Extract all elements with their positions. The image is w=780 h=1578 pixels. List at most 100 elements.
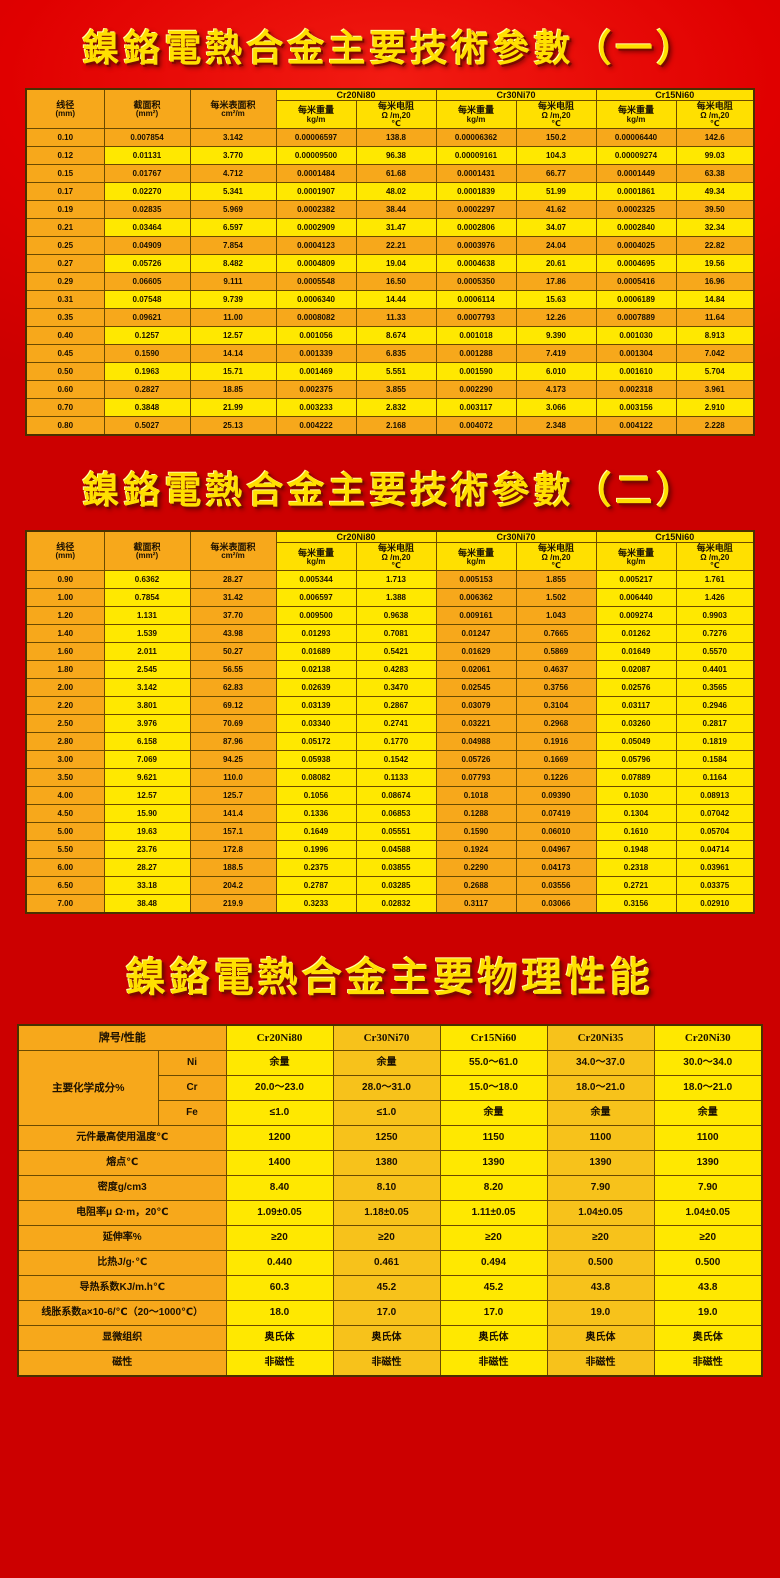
table-cell: 1390: [653, 1150, 763, 1177]
wire-table-2-body: 0.90 0.6362 28.27 0.005344 1.713 0.005153 1.85…: [25, 570, 755, 914]
table-cell: 49.34: [675, 182, 755, 202]
table-cell: 0.2721: [595, 876, 677, 896]
table-cell: 0.0001861: [595, 182, 677, 202]
property-label: 元件最高使用温度℃: [17, 1125, 227, 1152]
table-cell: 0.10: [25, 128, 105, 148]
table-cell: 0.07548: [103, 290, 191, 310]
table-cell: 0.0005548: [275, 272, 357, 292]
table-cell: 0.08082: [275, 768, 357, 788]
table-cell: 43.8: [546, 1275, 655, 1302]
table-cell: 34.07: [515, 218, 597, 238]
table-cell: 0.03066: [515, 894, 597, 914]
table-cell: 219.9: [189, 894, 277, 914]
table-cell: 2.832: [355, 398, 437, 418]
page-title-1: 鎳鉻電熱合金主要技術參數（一）: [82, 26, 698, 70]
table-cell: 8.674: [355, 326, 437, 346]
table-cell: 0.440: [225, 1250, 334, 1277]
table-row: 2.20 3.801 69.12 0.03139 0.2867 0.03079 0.3104…: [25, 696, 755, 716]
table-row: 0.90 0.6362 28.27 0.005344 1.713 0.005153 1.85…: [25, 570, 755, 590]
group-header-alloy-1: Cr20Ni80: [275, 88, 437, 102]
table-row: 0.29 0.06605 9.111 0.0005548 16.50 0.0005350 1…: [25, 272, 755, 292]
table-cell: 110.0: [189, 768, 277, 788]
chem-element-label: Cr: [157, 1075, 227, 1102]
table-cell: 18.0: [225, 1300, 334, 1327]
table-cell: 3.142: [189, 128, 277, 148]
col-header-diameter: 线径 (mm): [25, 530, 105, 572]
table-cell: 0.03221: [435, 714, 517, 734]
table-cell: 余量: [653, 1100, 763, 1127]
table-cell: 余量: [546, 1100, 655, 1127]
table-cell: 0.3233: [275, 894, 357, 914]
table-cell: 1100: [653, 1125, 763, 1152]
table-cell: 7.00: [25, 894, 105, 914]
table-cell: 0.50: [25, 362, 105, 382]
table-cell: 0.494: [439, 1250, 548, 1277]
table-cell: 2.20: [25, 696, 105, 716]
table-cell: 50.27: [189, 642, 277, 662]
table-cell: 0.0002325: [595, 200, 677, 220]
table-cell: 0.1649: [275, 822, 357, 842]
table-cell: 0.0007889: [595, 308, 677, 328]
table-cell: 0.00009500: [275, 146, 357, 166]
page-title-2: 鎳鉻電熱合金主要技術參數（二）: [82, 468, 698, 513]
table-cell: 0.2290: [435, 858, 517, 878]
chem-element-label: Fe: [157, 1100, 227, 1127]
table-cell: 43.8: [653, 1275, 763, 1302]
table-row: 4.50 15.90 141.4 0.1336 0.06853 0.1288 0.07419…: [25, 804, 755, 824]
table-cell: 0.2318: [595, 858, 677, 878]
property-label: 显微组织: [17, 1325, 227, 1352]
table-cell: 0.05938: [275, 750, 357, 770]
table-cell: 4.00: [25, 786, 105, 806]
table-cell: 14.84: [675, 290, 755, 310]
physical-col-header: Cr20Ni35: [546, 1024, 655, 1052]
table-cell: 2.00: [25, 678, 105, 698]
table-cell: 3.066: [515, 398, 597, 418]
chem-group-label: 主要化学成分%: [17, 1050, 159, 1127]
col-header-surface: 每米表面积 cm²/m: [189, 88, 277, 130]
table-cell: 0.1770: [355, 732, 437, 752]
table-cell: 0.03375: [675, 876, 755, 896]
table-cell: 0.45: [25, 344, 105, 364]
table-cell: 0.03117: [595, 696, 677, 716]
table-cell: 0.04988: [435, 732, 517, 752]
table-cell: 0.05551: [355, 822, 437, 842]
table-cell: 188.5: [189, 858, 277, 878]
table-cell: 0.009274: [595, 606, 677, 626]
table-cell: ≥20: [225, 1225, 334, 1252]
table-cell: 0.0001907: [275, 182, 357, 202]
table-cell: 1.04±0.05: [546, 1200, 655, 1227]
table-cell: 1.761: [675, 570, 755, 590]
table-cell: 1.40: [25, 624, 105, 644]
table-cell: 2.910: [675, 398, 755, 418]
table-cell: 0.004222: [275, 416, 357, 436]
table-cell: 0.0005416: [595, 272, 677, 292]
table-cell: 0.1590: [435, 822, 517, 842]
table-cell: 19.0: [546, 1300, 655, 1327]
table-cell: 非磁性: [653, 1350, 763, 1377]
table-cell: 0.4637: [515, 660, 597, 680]
property-label: 延伸率%: [17, 1225, 227, 1252]
table-row: 0.12 0.01131 3.770 0.00009500 96.38 0.0000916…: [25, 146, 755, 166]
property-label: 导热系数KJ/m.h℃: [17, 1275, 227, 1302]
col-header-weight-a2: 每米重量 kg/m: [435, 542, 517, 572]
table-cell: 0.03464: [103, 218, 191, 238]
table-cell: 150.2: [515, 128, 597, 148]
table-cell: 1.855: [515, 570, 597, 590]
table-cell: 非磁性: [332, 1350, 441, 1377]
table-cell: 41.62: [515, 200, 597, 220]
table-cell: 37.70: [189, 606, 277, 626]
table-row: 导热系数KJ/m.h℃ 60.3 45.2 45.2 43.8 43.8: [17, 1275, 763, 1302]
table-cell: 0.1819: [675, 732, 755, 752]
table-cell: 1.713: [355, 570, 437, 590]
table-cell: 1.388: [355, 588, 437, 608]
table-cell: 0.05049: [595, 732, 677, 752]
table-cell: 0.12: [25, 146, 105, 166]
table-cell: 8.20: [439, 1175, 548, 1202]
table-cell: 2.228: [675, 416, 755, 436]
table-cell: 0.3117: [435, 894, 517, 914]
property-label: 熔点℃: [17, 1150, 227, 1177]
table-cell: 5.00: [25, 822, 105, 842]
table-cell: 6.50: [25, 876, 105, 896]
table-cell: 0.02545: [435, 678, 517, 698]
table-row: 4.00 12.57 125.7 0.1056 0.08674 0.1018 0.09390…: [25, 786, 755, 806]
